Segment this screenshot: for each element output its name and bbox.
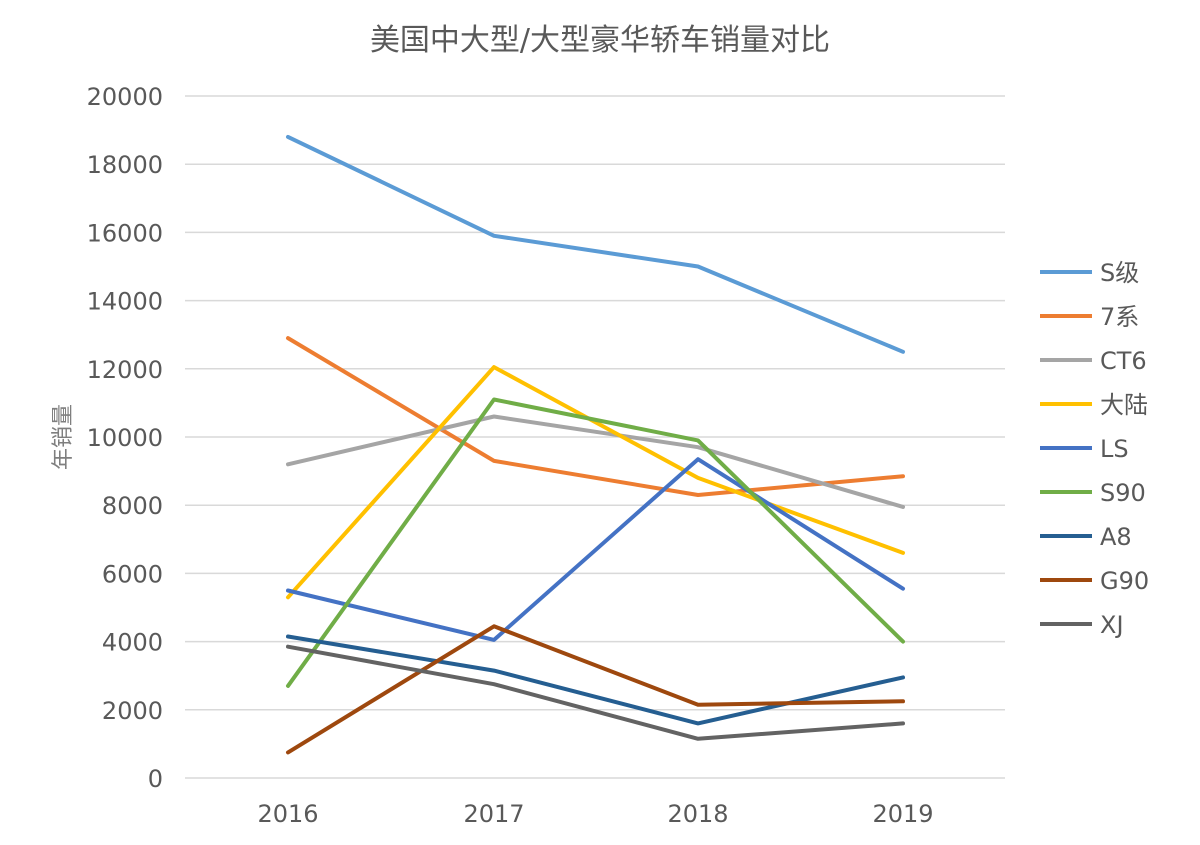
x-tick-label: 2018 bbox=[667, 800, 728, 828]
y-tick-label: 4000 bbox=[102, 629, 163, 657]
gridlines bbox=[185, 95, 1005, 779]
legend-label: S级 bbox=[1100, 259, 1139, 287]
legend-label: 大陆 bbox=[1100, 391, 1148, 419]
x-tick-label: 2017 bbox=[463, 800, 524, 828]
y-tick-label: 16000 bbox=[87, 219, 163, 247]
series-line bbox=[286, 457, 905, 642]
legend-label: 7系 bbox=[1100, 303, 1139, 331]
y-tick-label: 12000 bbox=[87, 356, 163, 384]
legend-label: S90 bbox=[1100, 479, 1146, 507]
legend-label: CT6 bbox=[1100, 347, 1147, 375]
series-line bbox=[286, 336, 905, 497]
legend-label: G90 bbox=[1100, 567, 1149, 595]
y-tick-label: 20000 bbox=[87, 83, 163, 111]
series-line bbox=[286, 414, 905, 509]
y-tick-label: 18000 bbox=[87, 151, 163, 179]
x-axis-ticks: 2016 2017 2018 2019 bbox=[257, 800, 933, 828]
series-line bbox=[286, 397, 905, 688]
series-line bbox=[286, 365, 905, 600]
y-axis-label: 年销量 bbox=[51, 404, 76, 470]
legend-label: A8 bbox=[1100, 523, 1132, 551]
series-lines bbox=[286, 134, 905, 755]
series-line bbox=[286, 134, 905, 354]
y-tick-label: 8000 bbox=[102, 492, 163, 520]
series-line bbox=[286, 624, 905, 755]
y-tick-label: 2000 bbox=[102, 697, 163, 725]
y-tick-label: 10000 bbox=[87, 424, 163, 452]
legend: S级 7系 CT6 大陆 LS S90 A8 G90 XJ bbox=[1040, 259, 1149, 639]
series-line bbox=[286, 644, 905, 741]
y-tick-label: 6000 bbox=[102, 560, 163, 588]
legend-label: LS bbox=[1100, 435, 1129, 463]
y-axis-ticks: 0 2000 4000 6000 8000 10000 12000 14000 16000 180… bbox=[87, 83, 163, 793]
x-tick-label: 2019 bbox=[872, 800, 933, 828]
y-tick-label: 14000 bbox=[87, 288, 163, 316]
series-line bbox=[286, 634, 905, 726]
x-tick-label: 2016 bbox=[257, 800, 318, 828]
y-tick-label: 0 bbox=[148, 765, 163, 793]
legend-label: XJ bbox=[1100, 611, 1124, 639]
chart-title: 美国中大型/大型豪华轿车销量对比 bbox=[370, 23, 830, 58]
